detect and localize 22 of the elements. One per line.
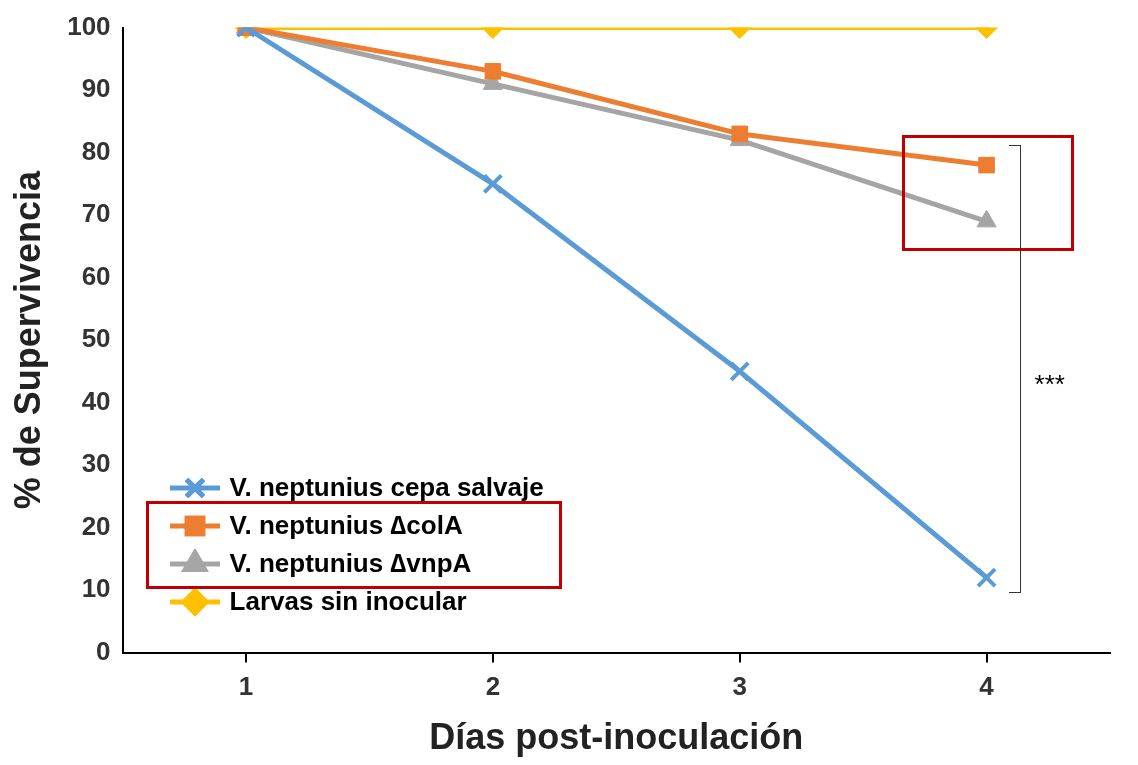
x-tick-label: 2 xyxy=(485,671,501,702)
y-axis-title: % de Supervivencia xyxy=(6,170,48,510)
x-tick-label: 3 xyxy=(732,671,747,702)
x-tick-label: 4 xyxy=(979,671,995,702)
y-tick-label: 60 xyxy=(81,260,111,291)
y-tick-label: 50 xyxy=(81,323,111,354)
y-tick-label: 40 xyxy=(81,385,111,416)
y-tick-label: 70 xyxy=(81,198,111,229)
y-tick-label: 10 xyxy=(81,573,111,604)
legend-label: V. neptunius ∆vnpA xyxy=(229,548,472,580)
x-axis-title: Días post-inoculación xyxy=(429,716,804,758)
legend-label: V. neptunius cepa salvaje xyxy=(229,472,544,504)
y-tick-label: 0 xyxy=(96,635,111,666)
legend-label: V. neptunius ∆colA xyxy=(229,510,463,542)
x-tick-label: 1 xyxy=(238,671,254,702)
y-tick-label: 90 xyxy=(81,73,111,104)
y-tick-label: 100 xyxy=(67,10,111,41)
y-tick-label: 30 xyxy=(81,448,111,479)
y-tick-label: 20 xyxy=(81,510,111,541)
y-tick-label: 80 xyxy=(81,135,111,166)
legend-label: Larvas sin inocular xyxy=(229,586,467,618)
annotation: *** xyxy=(1034,369,1065,401)
